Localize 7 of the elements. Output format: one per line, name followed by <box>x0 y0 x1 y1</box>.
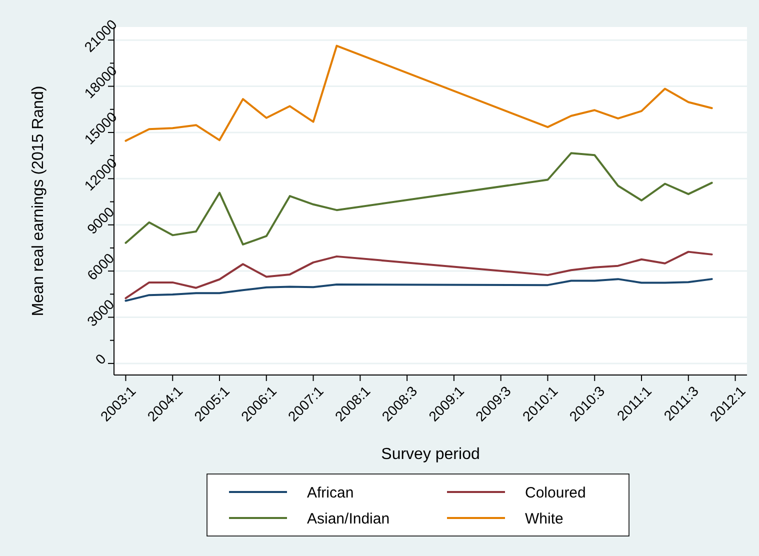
y-tick-label: 0 <box>92 350 110 368</box>
legend-label: African <box>307 484 354 502</box>
legend-label: Asian/Indian <box>307 510 390 528</box>
x-axis-title: Survey period <box>381 446 480 463</box>
legend-label: White <box>525 510 564 528</box>
legend-label: Coloured <box>525 484 586 502</box>
y-axis-title: Mean real earnings (2015 Rand) <box>30 86 47 316</box>
